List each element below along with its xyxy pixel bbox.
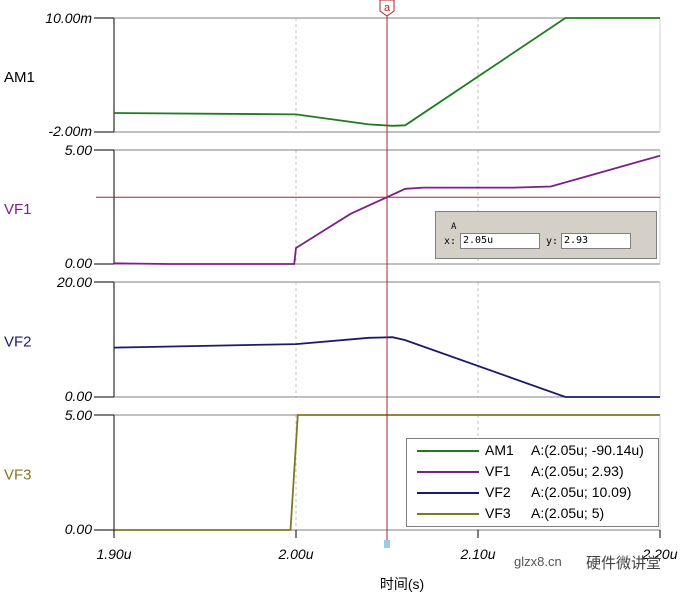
panel-label-vf3: VF3 — [4, 467, 32, 484]
series-am1 — [113, 17, 660, 127]
legend-entry-vf3: VF3 A:(2.05u; 5) — [407, 503, 658, 524]
legend-value: A:(2.05u; -90.14u) — [531, 442, 644, 458]
legend-name: VF2 — [485, 484, 511, 500]
panel-label-vf2: VF2 — [4, 334, 32, 351]
legend-value: A:(2.05u; 10.09) — [531, 484, 632, 500]
watermark-brand: 硬件微讲堂 — [586, 555, 662, 572]
cursor-readout-title: A — [451, 222, 457, 232]
y-tick-label: 5.00 — [65, 407, 92, 423]
legend-name: VF1 — [485, 463, 511, 479]
series-vf3 — [114, 414, 660, 531]
cursor[interactable]: a — [96, 0, 660, 548]
legend-entry-vf2: VF2 A:(2.05u; 10.09) — [407, 482, 658, 503]
legend-swatch-vf1 — [417, 471, 479, 473]
legend-value: A:(2.05u; 5) — [531, 505, 605, 521]
panel-label-vf1: VF1 — [4, 201, 32, 218]
cursor-x-field[interactable]: 2.05u — [460, 233, 540, 249]
series-vf1 — [113, 154, 661, 265]
cursor-readout-box[interactable]: A x: 2.05u y: 2.93 — [435, 211, 657, 259]
x-tick-label: 2.10u — [459, 546, 495, 562]
panel-label-am1: AM1 — [4, 69, 35, 86]
y-tick-label: 0.00 — [65, 521, 92, 537]
legend-name: AM1 — [485, 442, 514, 458]
cursor-handle — [384, 540, 390, 548]
cursor-x-label: x: — [444, 236, 457, 247]
x-tick-label: 2.00u — [277, 546, 313, 562]
y-tick-label: 10.00m — [45, 10, 92, 26]
legend-entry-vf1: VF1 A:(2.05u; 2.93) — [407, 461, 658, 482]
cursor-marker — [379, 0, 395, 17]
legend-value: A:(2.05u; 2.93) — [531, 463, 624, 479]
y-tick-label: 0.00 — [65, 255, 92, 271]
legend-swatch-am1 — [417, 450, 479, 452]
x-tick-label: 2.20u — [641, 546, 677, 562]
legend-swatch-vf3 — [417, 513, 479, 515]
legend-name: VF3 — [485, 505, 511, 521]
watermark-site: glzx8.cn — [514, 554, 562, 569]
y-tick-label: 0.00 — [65, 388, 92, 404]
cursor-y-label: y: — [546, 236, 559, 247]
y-tick-label: 20.00 — [56, 274, 92, 290]
legend-entry-am1: AM1 A:(2.05u; -90.14u) — [407, 440, 658, 461]
legend: AM1 A:(2.05u; -90.14u) VF1 A:(2.05u; 2.9… — [406, 438, 659, 527]
axis-labels: 10.00m -2.00m AM1 5.00 0.00 VF1 20.00 0.00 VF2 5.… — [4, 10, 678, 562]
cursor-y-field[interactable]: 2.93 — [561, 233, 631, 249]
y-tick-label: 5.00 — [65, 142, 92, 158]
series-vf2 — [113, 336, 660, 398]
x-tick-label: 1.90u — [96, 546, 131, 562]
series-lines — [113, 17, 661, 531]
cursor-marker-label: a — [384, 2, 391, 14]
y-tick-label: -2.00m — [48, 123, 92, 139]
legend-swatch-vf2 — [417, 492, 479, 494]
x-axis-label: 时间(s) — [380, 576, 424, 592]
